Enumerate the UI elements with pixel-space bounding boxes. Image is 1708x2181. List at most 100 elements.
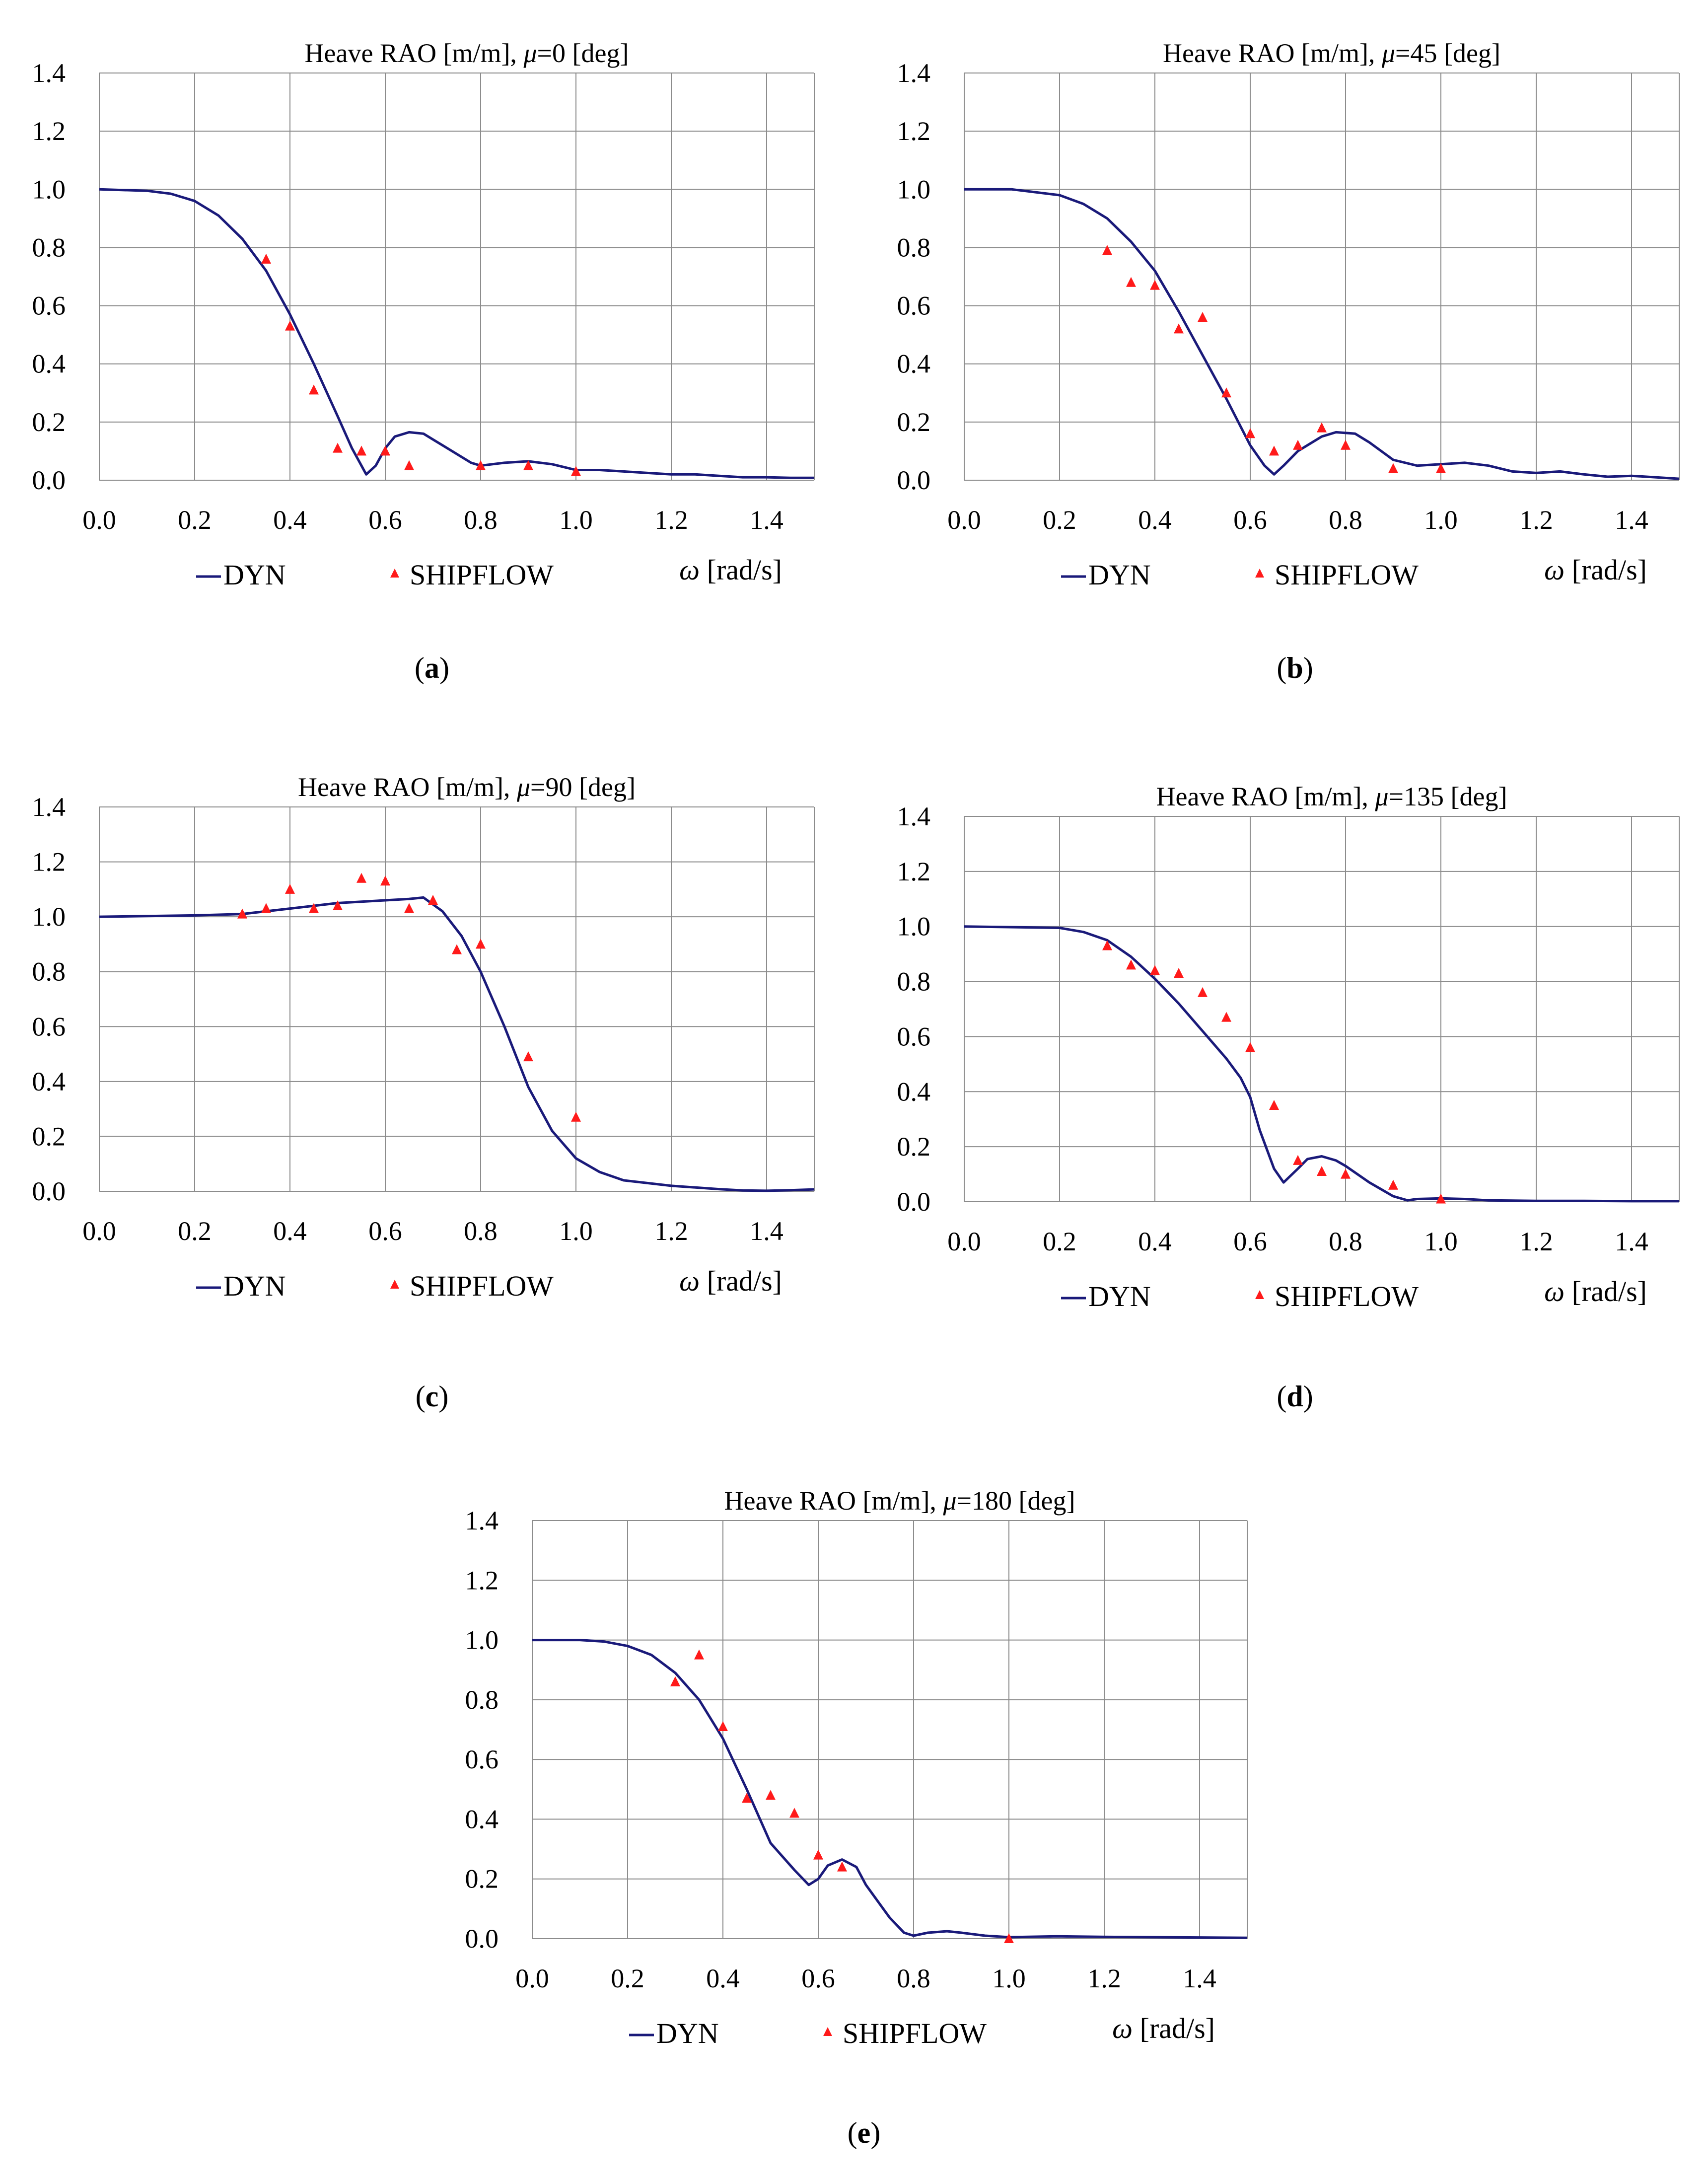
x-tick-label: 0.4 [1138,1227,1172,1256]
shipflow-point [309,903,319,913]
legend-dyn-label: DYN [1088,559,1151,591]
y-tick-label: 1.2 [897,857,931,886]
x-tick-label: 1.4 [1183,1963,1216,1993]
chart-title: Heave RAO [m/m], μ=45 [deg] [1163,38,1500,68]
x-axis-label: ω [rad/s] [1112,2012,1215,2044]
x-tick-label: 0.4 [273,505,307,535]
panel-caption-open: ( [415,652,425,684]
gridlines [532,1520,1248,1939]
chart-title-mu: μ [1374,782,1388,811]
x-tick-label: 0.6 [1233,505,1267,535]
x-tick-label: 0.2 [178,505,212,535]
x-axis-label-symbol: ω [679,1265,700,1297]
shipflow-point [476,460,486,470]
legend-shipflow-swatch [390,569,399,578]
shipflow-point [380,445,390,456]
x-axis-label-unit: [rad/s] [1565,1275,1647,1308]
shipflow-point [718,1721,728,1731]
dyn-series-line [532,1639,1248,1939]
chart-panel-c: 0.0 0.2 0.4 0.6 0.8 1.0 1.2 1.4 0.0 0.2 0.4 0.6 0.8 1… [32,772,815,1413]
shipflow-point [1269,1100,1279,1110]
x-tick-label: 0.4 [1138,505,1172,535]
panel-caption-close: ) [870,2116,880,2149]
gridlines [99,806,815,1192]
legend-dyn-label: DYN [1088,1280,1151,1312]
shipflow-series [261,253,581,476]
chart-title-suffix: =135 [deg] [1389,782,1507,811]
shipflow-point [1102,940,1112,950]
shipflow-series [670,1649,1014,1943]
chart-title-suffix: =90 [deg] [530,772,636,802]
x-axis-label-symbol: ω [679,554,700,586]
panel-caption-open: ( [1277,1380,1286,1413]
x-tick-label: 0.2 [178,1216,212,1246]
legend-shipflow-label: SHIPFLOW [410,559,554,591]
shipflow-point [523,1051,533,1062]
shipflow-point [1004,1933,1014,1943]
shipflow-point [1317,1166,1327,1176]
x-tick-label: 0.0 [82,1216,116,1246]
legend: DYN SHIPFLOW [1061,1280,1419,1312]
shipflow-point [1174,323,1184,334]
legend-shipflow-label: SHIPFLOW [1275,1280,1419,1312]
shipflow-point [766,1790,776,1800]
dyn-series-line [964,925,1679,1203]
legend-shipflow-swatch [390,1280,399,1289]
chart-title-prefix: Heave RAO [m/m], [1163,38,1382,68]
x-tick-label: 0.0 [947,505,981,535]
x-tick-label: 0.8 [1329,1227,1362,1256]
y-tick-label: 0.4 [32,349,66,379]
x-tick-label: 0.0 [82,505,116,535]
y-tick-label: 0.8 [465,1685,499,1715]
x-axis-label-symbol: ω [1544,554,1565,586]
y-tick-label: 0.2 [897,1132,931,1162]
x-axis-label: ω [rad/s] [679,554,782,586]
panel-caption-letter: c [426,1380,439,1413]
legend: DYN SHIPFLOW [196,1270,554,1302]
chart-panel-a: 0.0 0.2 0.4 0.6 0.8 1.0 1.2 1.4 0.0 0.2 0.4 0.6 0.8 1… [32,38,815,684]
shipflow-point [1150,965,1160,975]
y-tick-label: 0.6 [32,1012,66,1041]
shipflow-point [1198,987,1208,997]
x-tick-label: 1.2 [654,505,688,535]
y-tick-label: 1.4 [32,58,66,88]
x-tick-label: 0.8 [1329,505,1362,535]
x-tick-label: 0.2 [611,1963,644,1993]
y-tick-label: 0.4 [465,1804,499,1834]
y-tick-label: 1.2 [465,1565,499,1595]
shipflow-point [1388,463,1398,473]
y-tick-label: 1.0 [32,174,66,204]
gridlines [964,816,1680,1202]
shipflow-point [404,460,414,470]
x-tick-label: 1.4 [1615,505,1648,535]
shipflow-point [285,320,295,331]
x-axis-label-unit: [rad/s] [1133,2012,1215,2044]
shipflow-point [1293,439,1303,450]
x-tick-label: 0.8 [464,1216,498,1246]
shipflow-point [237,908,247,919]
panel-caption: (b) [1277,652,1313,684]
panel-caption-letter: a [425,652,439,684]
x-tick-label: 0.6 [1233,1227,1267,1256]
y-tick-label: 0.6 [897,1021,931,1051]
panel-caption: (d) [1277,1380,1313,1413]
dyn-series-line [964,188,1680,480]
shipflow-point [1245,1042,1255,1052]
shipflow-point [1341,1168,1351,1179]
x-axis-label: ω [rad/s] [1544,554,1647,586]
shipflow-point [1269,445,1279,456]
shipflow-point [404,903,414,913]
shipflow-point [1317,422,1327,433]
chart-title: Heave RAO [m/m], μ=135 [deg] [1156,782,1507,811]
shipflow-point [742,1793,752,1803]
legend-dyn-label: DYN [656,2017,719,2049]
shipflow-point [333,442,343,453]
x-tick-label: 0.0 [515,1963,549,1993]
chart-panel-b: 0.0 0.2 0.4 0.6 0.8 1.0 1.2 1.4 0.0 0.2 0.4 0.6 0.8 1… [897,38,1680,684]
shipflow-point [1388,1179,1398,1190]
y-tick-label: 0.8 [32,957,66,987]
y-tick-label: 0.2 [465,1864,499,1894]
x-tick-label: 1.2 [1519,505,1553,535]
panel-caption-letter: b [1286,652,1303,684]
